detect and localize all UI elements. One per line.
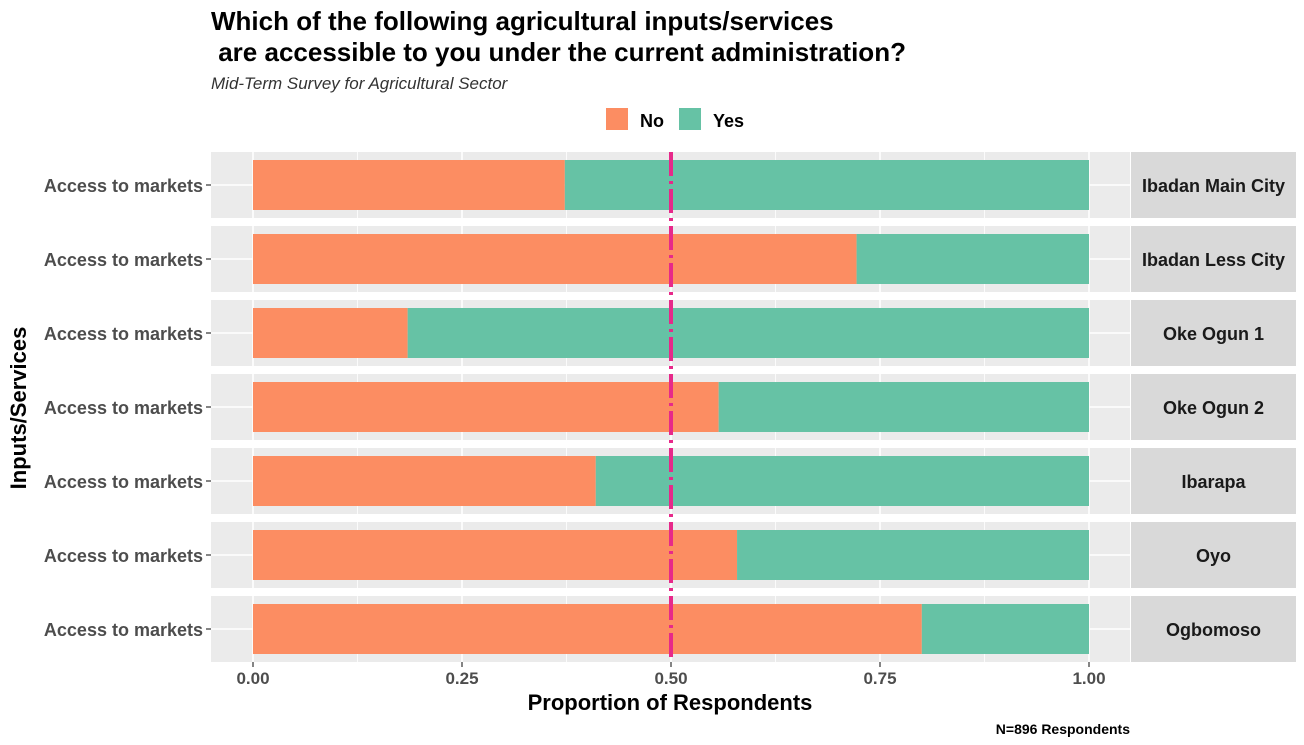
facet-strip (1131, 448, 1296, 514)
bar-yes (564, 160, 1089, 210)
bar-no (253, 604, 922, 654)
y-axis-title: Inputs/Services (6, 327, 31, 490)
category-label: Access to markets (44, 620, 203, 640)
category-label: Access to markets (44, 472, 203, 492)
category-label: Access to markets (44, 546, 203, 566)
facet-strip-label: Ibarapa (1181, 472, 1246, 492)
facet-strip-label: Oyo (1196, 546, 1231, 566)
x-axis-title: Proportion of Respondents (528, 690, 813, 715)
legend: No Yes (606, 108, 744, 131)
facet-strip-label: Ogbomoso (1166, 620, 1261, 640)
facet-strip-label: Ibadan Main City (1142, 176, 1285, 196)
facet-strip (1131, 226, 1296, 292)
caption: N=896 Respondents (996, 721, 1130, 737)
legend-swatch-yes (679, 108, 701, 130)
legend-label-yes: Yes (713, 111, 744, 131)
category-label: Access to markets (44, 250, 203, 270)
x-tick-label: 1.00 (1072, 669, 1105, 688)
legend-label-no: No (640, 111, 664, 131)
bar-no (253, 530, 738, 580)
facet-strip (1131, 522, 1296, 588)
bar-yes (737, 530, 1089, 580)
bar-yes (856, 234, 1089, 284)
bar-no (253, 456, 596, 506)
category-label: Access to markets (44, 176, 203, 196)
chart-subtitle: Mid-Term Survey for Agricultural Sector (211, 74, 509, 93)
chart-title-line-1: Which of the following agricultural inpu… (211, 6, 834, 36)
x-tick-label: 0.75 (863, 669, 896, 688)
category-label: Access to markets (44, 324, 203, 344)
x-tick-label: 0.00 (236, 669, 269, 688)
x-tick-label: 0.50 (654, 669, 687, 688)
facet-strip (1131, 152, 1296, 218)
bar-yes (407, 308, 1089, 358)
bar-yes (595, 456, 1089, 506)
chart-title-line-2: are accessible to you under the current … (211, 37, 906, 67)
legend-swatch-no (606, 108, 628, 130)
facet-strip (1131, 300, 1296, 366)
bar-yes (718, 382, 1089, 432)
facet-strip (1131, 374, 1296, 440)
bar-no (253, 382, 719, 432)
facet-strip (1131, 596, 1296, 662)
facet-strip-label: Oke Ogun 1 (1163, 324, 1264, 344)
bar-yes (921, 604, 1089, 654)
category-label: Access to markets (44, 398, 203, 418)
facet-strip-label: Ibadan Less City (1142, 250, 1285, 270)
bar-no (253, 308, 408, 358)
bar-no (253, 234, 857, 284)
x-axis: 0.00 0.25 0.50 0.75 1.00 (236, 662, 1106, 688)
facet-strip-label: Oke Ogun 2 (1163, 398, 1264, 418)
facet-panel: Ibadan Less City Access to markets (44, 226, 1296, 292)
bar-no (253, 160, 565, 210)
x-tick-label: 0.25 (445, 669, 478, 688)
